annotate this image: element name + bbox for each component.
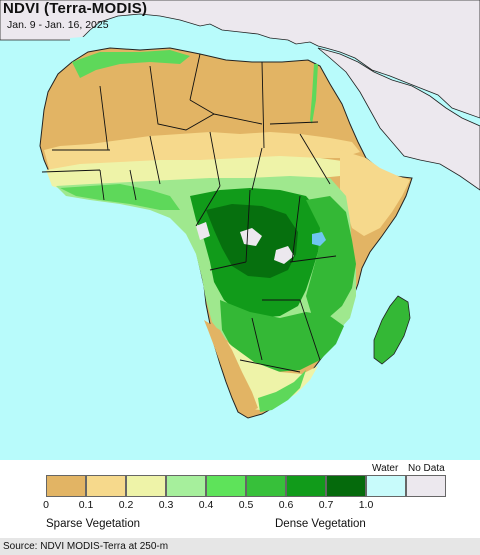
legend-tick-label: 0 <box>43 499 49 511</box>
legend-tick-label: 0.2 <box>118 499 134 511</box>
horn-dry <box>340 150 410 236</box>
legend-tick-label: 0.5 <box>238 499 254 511</box>
source-footer: Source: NDVI MODIS-Terra at 250-m <box>0 538 480 555</box>
legend-swatch <box>326 475 366 497</box>
legend-swatch <box>166 475 206 497</box>
legend-swatch <box>406 475 446 497</box>
west-africa-green <box>60 184 180 210</box>
dense-vegetation-label: Dense Vegetation <box>275 518 366 530</box>
legend-swatch <box>46 475 86 497</box>
lake-victoria <box>312 232 326 246</box>
map-title: NDVI (Terra-MODIS) <box>3 0 148 17</box>
sparse-vegetation-label: Sparse Vegetation <box>46 518 140 530</box>
legend-swatch <box>206 475 246 497</box>
cloud-patch-1 <box>240 228 262 246</box>
legend-tick-label: 0.3 <box>158 499 174 511</box>
mediterranean <box>70 32 320 58</box>
legend-swatch <box>286 475 326 497</box>
south-coast-green <box>258 370 306 412</box>
legend-swatch <box>86 475 126 497</box>
madagascar <box>373 295 411 365</box>
legend-tick-label: 0.1 <box>78 499 94 511</box>
legend-swatch <box>126 475 166 497</box>
legend-tick-label: 1.0 <box>358 499 374 511</box>
east-africa-green <box>306 196 356 320</box>
legend-swatch <box>246 475 286 497</box>
date-range: Jan. 9 - Jan. 16, 2025 <box>7 19 109 31</box>
europe-mideast-land <box>0 0 480 119</box>
legend-tick-label: 0.7 <box>318 499 334 511</box>
southern-mid-green <box>220 300 344 372</box>
legend-swatch <box>366 475 406 497</box>
legend-water-label: Water <box>372 463 399 474</box>
legend-tick-label: 0.6 <box>278 499 294 511</box>
cloud-patch-3 <box>196 222 210 240</box>
legend-tick-label: 0.4 <box>198 499 214 511</box>
africa-ndvi-svg <box>0 0 480 419</box>
maghreb-green <box>72 50 190 78</box>
legend-nodata-label: No Data <box>408 463 445 474</box>
ndvi-map: NDVI (Terra-MODIS) Jan. 9 - Jan. 16, 202… <box>0 0 480 460</box>
arabia-land <box>317 47 480 191</box>
country-borders <box>41 53 337 373</box>
nile-valley <box>310 64 318 124</box>
cloud-patch-2 <box>274 246 294 264</box>
legend: Water No Data 0 0.1 0.2 0.3 0.4 0.5 0.6 0.7 1.0 … <box>0 460 480 538</box>
namib-kalahari-dry <box>204 320 258 414</box>
legend-swatches <box>46 475 446 497</box>
